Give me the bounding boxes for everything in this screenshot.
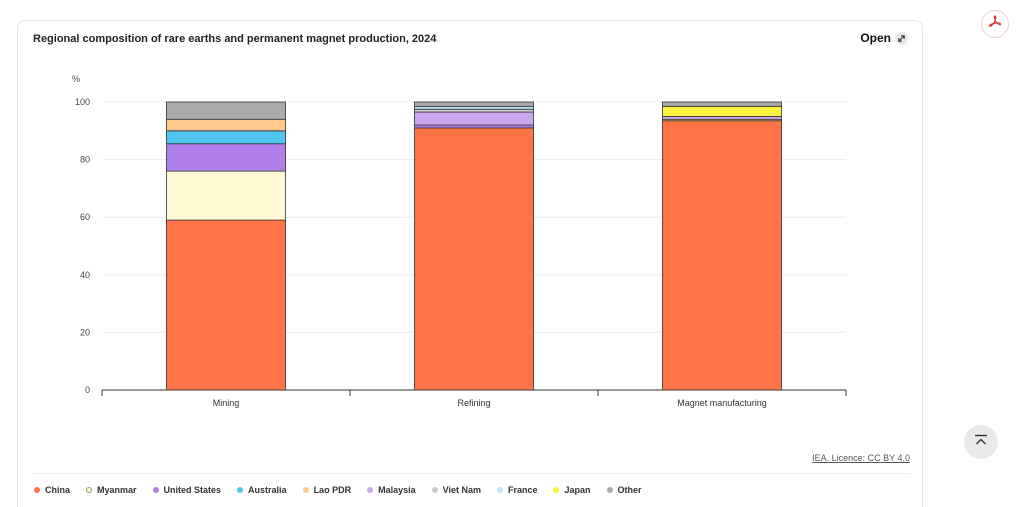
bar-segment-china [414,128,533,390]
legend-item[interactable]: Australia [237,485,287,495]
back-to-top-icon [974,433,988,451]
bar-segment-japan [662,106,781,116]
legend-label: Lao PDR [314,485,352,495]
chart-legend: China Myanmar United States Australia Lao PD… [34,485,642,495]
legend-item[interactable]: Japan [553,485,590,495]
legend-label: Viet Nam [443,485,481,495]
legend-item[interactable]: Lao PDR [303,485,352,495]
bar-segment-malaysia [662,116,781,119]
y-tick-label: 100 [75,97,90,107]
bar-segment-lao-pdr [166,119,285,131]
bar-segment-france [414,106,533,109]
x-tick-label: Mining [213,398,240,408]
legend-swatch [153,487,159,493]
bar-segment-myanmar [166,171,285,220]
legend-swatch [86,487,92,493]
legend-swatch [497,487,503,493]
pdf-icon [987,14,1003,35]
legend-label: Myanmar [97,485,137,495]
bar-segment-united-states [166,144,285,171]
chart-card: Regional composition of rare earths and … [17,20,923,507]
y-tick-label: 0 [85,385,90,395]
legend-label: Malaysia [378,485,416,495]
license-link[interactable]: IEA. Licence: CC BY 4.0 [812,453,910,463]
y-tick-label: 80 [80,155,90,165]
legend-swatch [432,487,438,493]
bar-segment-malaysia [414,112,533,125]
bar-segment-other [414,102,533,106]
x-tick-label: Magnet manufacturing [677,398,767,408]
y-tick-label: 40 [80,270,90,280]
pdf-download-button[interactable] [981,10,1009,38]
legend-swatch [303,487,309,493]
legend-swatch [367,487,373,493]
legend-swatch [34,487,40,493]
legend-item[interactable]: Viet Nam [432,485,481,495]
legend-item[interactable]: Other [607,485,642,495]
legend-swatch [553,487,559,493]
legend-label: Australia [248,485,287,495]
back-to-top-button[interactable] [964,425,998,459]
bar-segment-china [662,121,781,390]
legend-item[interactable]: China [34,485,70,495]
legend-swatch [607,487,613,493]
legend-item[interactable]: Myanmar [86,485,137,495]
bar-segment-china [166,220,285,390]
legend-item[interactable]: France [497,485,538,495]
legend-label: United States [164,485,222,495]
y-tick-label: 20 [80,327,90,337]
legend-swatch [237,487,243,493]
bar-segment-other [662,102,781,106]
legend-label: Japan [564,485,590,495]
bar-segment-united-states [414,125,533,128]
bar-segment-australia [166,131,285,144]
legend-label: France [508,485,538,495]
y-axis-label: % [72,74,80,84]
bar-segment-viet-nam [414,109,533,112]
legend-label: China [45,485,70,495]
legend-label: Other [618,485,642,495]
legend-divider [33,473,910,474]
stacked-bar-chart: % 0 20 40 60 80 100 Mining Refining Magnet manufa… [18,21,924,451]
y-tick-label: 60 [80,212,90,222]
legend-item[interactable]: Malaysia [367,485,416,495]
x-tick-label: Refining [457,398,490,408]
bar-segment-other [166,102,285,119]
legend-item[interactable]: United States [153,485,222,495]
